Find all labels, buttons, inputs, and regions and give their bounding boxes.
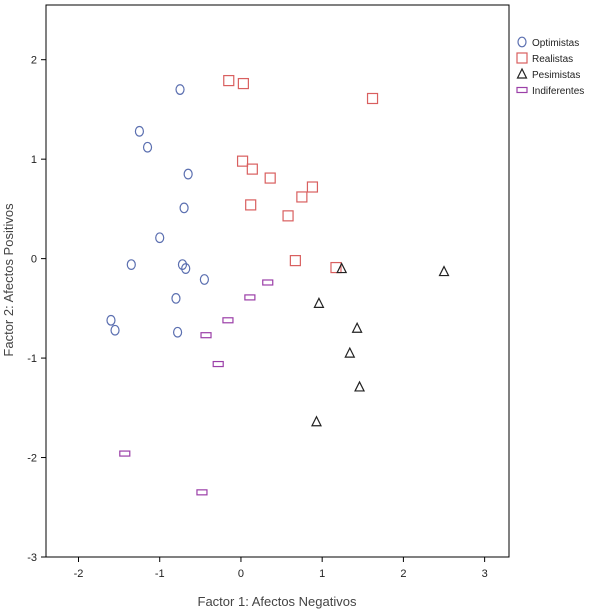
point-realistas	[246, 163, 258, 175]
point-pesimistas	[351, 321, 363, 333]
x-tick-label: 3	[482, 568, 488, 580]
y-axis-title: Factor 2: Afectos Positivos	[1, 203, 16, 357]
x-tick-label: -2	[74, 568, 84, 580]
point-realistas	[306, 181, 319, 193]
point-indiferentes	[222, 317, 234, 324]
y-tick-label: 1	[31, 154, 37, 166]
point-optimistas	[175, 84, 185, 95]
point-optimistas	[134, 125, 145, 137]
legend-marker-indiferentes	[516, 86, 528, 94]
x-tick-label: 0	[238, 568, 244, 580]
point-optimistas	[181, 263, 191, 274]
legend-marker-optimistas	[517, 36, 527, 48]
point-optimistas	[177, 259, 188, 270]
point-realistas	[366, 92, 379, 105]
point-indiferentes	[119, 450, 131, 457]
x-axis-title: Factor 1: Afectos Negativos	[198, 594, 357, 609]
point-optimistas	[172, 326, 183, 338]
x-tick-label: 2	[400, 568, 406, 580]
point-realistas	[282, 210, 294, 222]
point-optimistas	[179, 202, 189, 214]
y-tick-label: 2	[31, 55, 37, 67]
x-axis: -2 -1 0 1 2 3	[74, 557, 488, 580]
legend-label-pesimistas: Pesimistas	[532, 70, 580, 81]
y-tick-label: -3	[27, 552, 37, 564]
point-optimistas	[183, 168, 193, 180]
x-tick-label: 1	[319, 568, 325, 580]
point-optimistas	[110, 324, 120, 336]
point-pesimistas	[336, 262, 348, 274]
point-realistas	[330, 261, 342, 274]
point-indiferentes	[196, 489, 208, 496]
legend-label-indiferentes: Indiferentes	[532, 86, 584, 97]
point-indiferentes	[244, 294, 256, 301]
point-optimistas	[142, 141, 153, 153]
legend: Optimistas Realistas Pesimistas Indiferente…	[516, 36, 584, 97]
x-tick-label: -1	[155, 568, 165, 580]
point-optimistas	[106, 314, 116, 326]
point-realistas	[223, 74, 235, 87]
y-tick-label: -2	[27, 453, 37, 465]
point-realistas	[296, 191, 308, 203]
point-realistas	[237, 77, 249, 90]
legend-marker-realistas	[516, 52, 528, 64]
plot-frame	[45, 4, 510, 558]
point-pesimistas	[344, 346, 356, 358]
data-points	[106, 74, 450, 496]
point-indiferentes	[262, 279, 274, 286]
point-optimistas	[199, 274, 209, 285]
legend-label-realistas: Realistas	[532, 54, 573, 65]
legend-marker-pesimistas	[516, 67, 528, 79]
point-optimistas	[126, 259, 136, 270]
point-pesimistas	[438, 265, 450, 277]
point-realistas	[289, 255, 301, 267]
y-axis: -3 -2 -1 0 1 2	[27, 55, 46, 564]
point-pesimistas	[311, 415, 322, 427]
point-indiferentes	[200, 332, 212, 339]
point-realistas	[236, 155, 249, 167]
legend-label-optimistas: Optimistas	[532, 38, 579, 49]
y-tick-label: 0	[31, 254, 37, 266]
point-realistas	[264, 172, 276, 184]
point-optimistas	[155, 232, 165, 244]
point-pesimistas	[354, 380, 366, 392]
point-indiferentes	[212, 360, 224, 368]
y-tick-label: -1	[27, 353, 37, 365]
point-optimistas	[171, 293, 181, 304]
point-pesimistas	[313, 297, 325, 308]
point-realistas	[245, 199, 257, 211]
